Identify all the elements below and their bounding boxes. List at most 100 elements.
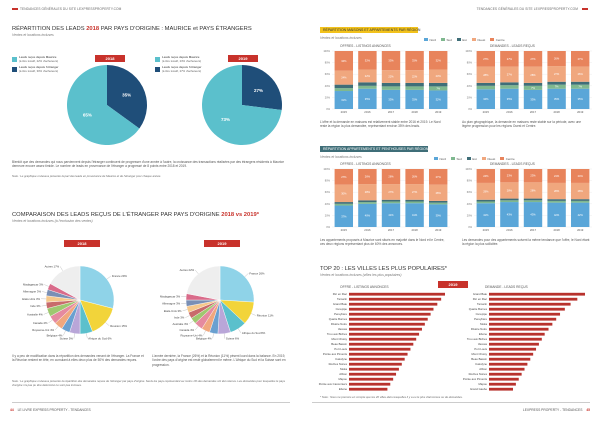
bar-data-label: 26% xyxy=(365,175,371,179)
x-tick-label: 2016 xyxy=(506,228,513,232)
pie-data-label: 65% xyxy=(83,112,92,117)
city-bar xyxy=(349,337,417,341)
page-footer: 44 LE LIVRE EXPRESS PROPERTY - TENDANCES xyxy=(10,408,91,412)
footer-title: LEXPRESS PROPERTY - TENDANCES xyxy=(522,408,583,412)
y-tick-label: 40% xyxy=(467,202,473,206)
city-label: Beau Bassin xyxy=(471,357,487,361)
section1-note: Note : Le graphique ci-dessus présente l… xyxy=(12,174,162,178)
city-label: Port Louis xyxy=(334,347,347,351)
city-bar xyxy=(489,387,513,391)
y-tick-label: 80% xyxy=(467,61,473,65)
city-label: Quatre Bornes xyxy=(469,307,488,311)
section-header: RÉPARTITION MAISONS ET APPARTEMENTS PAR … xyxy=(320,27,420,33)
section2-note: Note : Le graphique ci-dessus présente l… xyxy=(12,379,285,387)
leader-line xyxy=(43,312,49,315)
footer-divider xyxy=(312,402,590,403)
pie-category-label: France 29% xyxy=(112,274,128,278)
bar-segment xyxy=(500,198,519,201)
section2-text-demandes: Les demandes pour des appartements suive… xyxy=(462,238,590,247)
city-bar xyxy=(349,372,397,376)
bar-segment xyxy=(405,169,424,185)
bar-segment xyxy=(334,205,354,227)
bar-segment xyxy=(570,51,590,67)
city-label: Vacoas xyxy=(338,327,348,331)
bar-segment xyxy=(523,66,543,83)
pie-data-label: 35% xyxy=(122,93,131,98)
city-label: Quatre Bornes xyxy=(329,317,348,321)
bar-segment xyxy=(547,81,566,85)
pie-chart-2019: 27% 73% xyxy=(202,65,282,145)
legend-item: Centre xyxy=(490,38,505,42)
legend-item: Est xyxy=(466,156,477,161)
legend-label: Nord xyxy=(429,37,437,42)
bar-data-label: 35% xyxy=(507,97,513,101)
bar-segment xyxy=(358,51,377,70)
bar-data-label: 22% xyxy=(365,74,371,78)
x-tick-label: 2019 xyxy=(435,228,442,232)
bar-data-label: 28% xyxy=(530,73,536,77)
stacked-bar-apts-demandes: 0% 20% 40% 60% 80% 100% 41% 29% 24% 2015 43% 28% 23%… xyxy=(465,167,592,232)
bar-segment xyxy=(523,202,543,227)
bar-data-label: 41% xyxy=(388,213,394,217)
pie-category-label: Madagascar 3% xyxy=(160,294,181,298)
bar-segment xyxy=(381,70,401,83)
legend-item: Sud xyxy=(441,38,452,42)
legend-label: Leads reçus depuis l'étranger xyxy=(19,65,59,70)
legend-label: Est xyxy=(472,156,477,161)
bar-segment xyxy=(500,202,519,227)
pie-category-label: Australie 4% xyxy=(27,312,43,316)
section-subtitle: Ventes et locations incluses xyxy=(320,36,362,40)
bar-segment xyxy=(334,88,354,92)
bar-segment xyxy=(500,182,519,199)
city-bar xyxy=(489,337,542,341)
bar-segment xyxy=(381,82,401,87)
leader-line xyxy=(203,330,206,336)
bar-segment xyxy=(428,202,448,205)
bar-segment xyxy=(334,169,354,185)
legend-item-etranger: Leads reçus depuis l'étranger (à titre lo… xyxy=(155,65,215,73)
legend-label: Est xyxy=(462,37,467,42)
bar-segment xyxy=(570,81,590,85)
pie-category-label: Madagascar 3% xyxy=(23,283,44,287)
pie-category-label: Inde 3% xyxy=(174,316,185,320)
legend-swatch xyxy=(12,66,17,72)
legend-regions: Nord Sud Est Ouest Centre xyxy=(434,147,520,165)
bar-segment xyxy=(570,88,590,109)
city-bar xyxy=(349,297,442,301)
city-bar xyxy=(349,367,399,371)
city-bar xyxy=(489,367,525,371)
bar-segment xyxy=(476,66,496,83)
bar-data-label: 31% xyxy=(341,98,347,102)
pie-category-label: Réunion 11% xyxy=(257,313,274,317)
pie-category-label: Canada 4% xyxy=(180,328,195,332)
pie-category-label: Royaume-Uni 4% xyxy=(32,328,54,332)
bar-segment xyxy=(358,88,377,109)
city-bar xyxy=(489,307,565,311)
section2-subtitle: Ventes et locations incluses (à l'exclus… xyxy=(12,219,93,223)
bar-segment xyxy=(358,184,377,201)
pie-category-label: Réunion 15% xyxy=(110,324,127,328)
bar-data-label: 7% xyxy=(578,85,582,89)
city-label: Curepipe xyxy=(476,312,488,316)
legend-item: Sud xyxy=(451,157,462,161)
bar-data-label: 27% xyxy=(530,57,536,61)
y-tick-label: 100% xyxy=(465,167,472,171)
bar-segment xyxy=(570,200,590,203)
section3-note: * Note : Nous ne prenons en compte que l… xyxy=(320,395,463,399)
legend-label: Centre xyxy=(505,156,515,161)
badge-2019: 2019 xyxy=(438,281,468,288)
bar-data-label: 22% xyxy=(412,75,418,79)
leader-line xyxy=(238,328,242,334)
legend-swatch xyxy=(424,38,428,41)
section-title: RÉPARTITION DES LEADS 2018 PAR PAYS D'OR… xyxy=(12,26,252,32)
legend-swatch xyxy=(471,38,476,41)
bar-segment xyxy=(523,198,543,201)
bar-data-label: 27% xyxy=(507,72,513,76)
city-bar xyxy=(349,342,414,346)
city-label: Pereybère xyxy=(334,312,347,316)
bar-data-label: 7% xyxy=(531,86,535,90)
section1-text-offres: L'offre et la demande en maisons est rel… xyxy=(320,120,441,129)
city-label: Albion xyxy=(479,367,487,371)
bar-data-label: 41% xyxy=(412,213,418,217)
